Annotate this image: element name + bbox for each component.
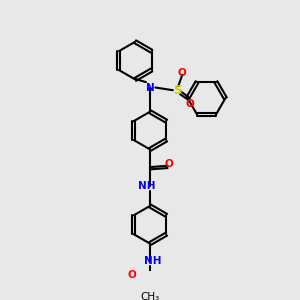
Text: O: O [127, 269, 136, 280]
Text: NH: NH [145, 256, 162, 266]
Text: O: O [178, 68, 187, 78]
Text: NH: NH [138, 181, 155, 191]
Text: O: O [164, 159, 173, 169]
Text: CH₃: CH₃ [140, 292, 160, 300]
Text: S: S [173, 84, 181, 97]
Text: N: N [146, 82, 154, 92]
Text: O: O [186, 99, 195, 109]
